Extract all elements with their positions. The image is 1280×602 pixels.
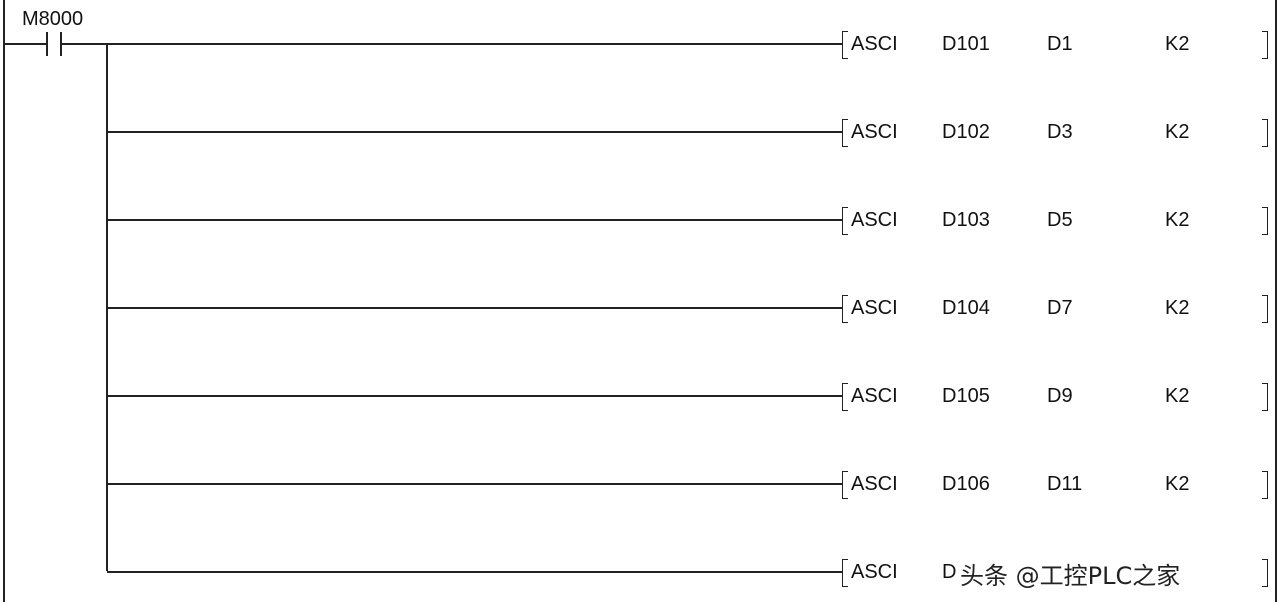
source-operand: D101 [942,33,990,55]
dest-operand: D1 [1047,33,1073,55]
dest-operand: D11 [1047,473,1083,495]
count-operand: K2 [1165,385,1190,407]
right-power-rail [1275,0,1277,602]
source-operand: D [942,561,957,583]
right-bracket [1262,471,1268,499]
count-operand: K2 [1165,33,1190,55]
right-bracket [1262,207,1268,235]
right-bracket [1262,383,1268,411]
left-bracket [842,295,848,323]
rung-wire [107,219,842,221]
right-bracket [1262,119,1268,147]
contact-label: M8000 [22,8,84,30]
instruction-mnemonic: ASCI [851,33,898,55]
rung-wire [107,483,842,485]
rung-wire [107,395,842,397]
rung-wire [107,307,842,309]
left-power-rail [3,0,5,602]
source-operand: D105 [942,385,990,407]
rung-wire [107,131,842,133]
source-operand: D103 [942,209,990,231]
source-operand: D104 [942,297,990,319]
left-bracket [842,207,848,235]
dest-operand: D3 [1047,121,1073,143]
instruction-mnemonic: ASCI [851,473,898,495]
instruction-mnemonic: ASCI [851,561,898,583]
dest-operand: D7 [1047,297,1073,319]
left-bracket [842,383,848,411]
dest-operand: D5 [1047,209,1073,231]
rung-wire [107,571,842,573]
count-operand: K2 [1165,473,1190,495]
count-operand: K2 [1165,121,1190,143]
left-bracket [842,471,848,499]
right-bracket [1262,559,1268,587]
right-bracket [1262,295,1268,323]
left-bracket [842,559,848,587]
source-operand: D106 [942,473,990,495]
instruction-mnemonic: ASCI [851,297,898,319]
left-bracket [842,119,848,147]
watermark: 头条 @工控PLC之家 [958,556,1183,591]
source-operand: D102 [942,121,990,143]
instruction-mnemonic: ASCI [851,121,898,143]
contact-left-bar [46,32,48,56]
right-bracket [1262,31,1268,59]
left-bracket [842,31,848,59]
dest-operand: D9 [1047,385,1073,407]
instruction-mnemonic: ASCI [851,209,898,231]
count-operand: K2 [1165,297,1190,319]
count-operand: K2 [1165,209,1190,231]
rung-wire [61,43,108,45]
instruction-mnemonic: ASCI [851,385,898,407]
rung-wire [5,43,47,45]
rung-wire [107,43,842,45]
